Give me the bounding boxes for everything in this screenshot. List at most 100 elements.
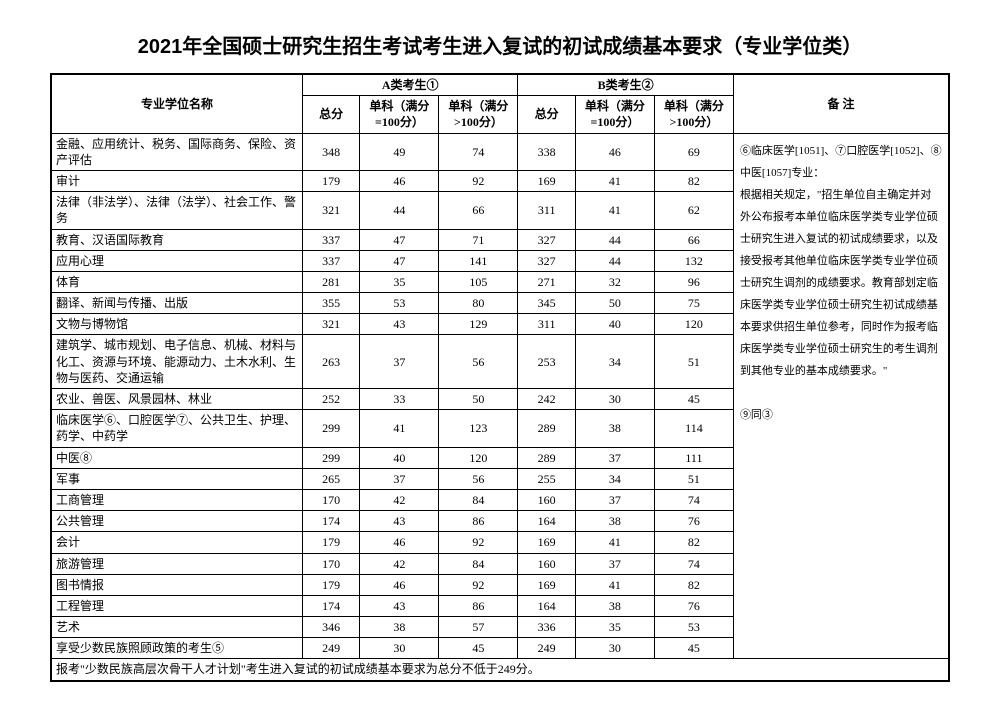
score-cell: 160 [518, 553, 575, 574]
notes-cell: ⑥临床医学[1051]、⑦口腔医学[1052]、⑧中医[1057]专业： 根据相… [733, 133, 949, 659]
row-name: 审计 [51, 170, 302, 191]
score-cell: 44 [575, 229, 654, 250]
header-notes: 备 注 [733, 74, 949, 133]
score-cell: 92 [439, 170, 518, 191]
score-cell: 76 [654, 511, 733, 532]
score-cell: 120 [654, 314, 733, 335]
score-cell: 129 [439, 314, 518, 335]
score-cell: 336 [518, 617, 575, 638]
score-cell: 42 [360, 489, 439, 510]
score-cell: 263 [302, 335, 359, 389]
row-name: 农业、兽医、风景园林、林业 [51, 389, 302, 410]
score-cell: 38 [575, 511, 654, 532]
score-cell: 289 [518, 447, 575, 468]
score-cell: 71 [439, 229, 518, 250]
score-cell: 84 [439, 553, 518, 574]
score-cell: 43 [360, 595, 439, 616]
score-cell: 46 [360, 170, 439, 191]
score-cell: 255 [518, 468, 575, 489]
score-cell: 49 [360, 133, 439, 170]
score-cell: 40 [575, 314, 654, 335]
score-cell: 38 [360, 617, 439, 638]
score-cell: 249 [302, 638, 359, 659]
score-cell: 47 [360, 229, 439, 250]
score-cell: 86 [439, 595, 518, 616]
score-cell: 265 [302, 468, 359, 489]
score-cell: 169 [518, 532, 575, 553]
score-cell: 43 [360, 511, 439, 532]
score-cell: 170 [302, 553, 359, 574]
score-cell: 40 [360, 447, 439, 468]
row-name: 享受少数民族照顾政策的考生⑤ [51, 638, 302, 659]
score-cell: 41 [360, 410, 439, 447]
header-b-subgt100: 单科（满分>100分） [654, 96, 733, 133]
score-cell: 30 [575, 389, 654, 410]
header-a-sub100: 单科（满分=100分） [360, 96, 439, 133]
score-cell: 82 [654, 574, 733, 595]
score-cell: 170 [302, 489, 359, 510]
score-cell: 74 [654, 553, 733, 574]
score-cell: 337 [302, 250, 359, 271]
score-cell: 123 [439, 410, 518, 447]
row-name: 中医⑧ [51, 447, 302, 468]
score-cell: 41 [575, 574, 654, 595]
footnote-text: 报考"少数民族高层次骨干人才计划"考生进入复试的初试成绩基本要求为总分不低于24… [51, 659, 949, 681]
score-cell: 160 [518, 489, 575, 510]
score-cell: 82 [654, 170, 733, 191]
score-cell: 41 [575, 192, 654, 229]
row-name: 法律（非法学）、法律（法学）、社会工作、警务 [51, 192, 302, 229]
score-cell: 348 [302, 133, 359, 170]
score-cell: 38 [575, 410, 654, 447]
score-cell: 252 [302, 389, 359, 410]
score-cell: 56 [439, 468, 518, 489]
score-cell: 111 [654, 447, 733, 468]
row-name: 会计 [51, 532, 302, 553]
footnote-row: 报考"少数民族高层次骨干人才计划"考生进入复试的初试成绩基本要求为总分不低于24… [51, 659, 949, 681]
score-cell: 50 [439, 389, 518, 410]
score-cell: 51 [654, 468, 733, 489]
score-cell: 74 [439, 133, 518, 170]
score-cell: 37 [360, 468, 439, 489]
header-name: 专业学位名称 [51, 74, 302, 133]
score-cell: 337 [302, 229, 359, 250]
score-cell: 174 [302, 595, 359, 616]
row-name: 文物与博物馆 [51, 314, 302, 335]
row-name: 军事 [51, 468, 302, 489]
row-name: 金融、应用统计、税务、国际商务、保险、资产评估 [51, 133, 302, 170]
score-cell: 346 [302, 617, 359, 638]
score-cell: 345 [518, 293, 575, 314]
score-cell: 141 [439, 250, 518, 271]
header-b-sub100: 单科（满分=100分） [575, 96, 654, 133]
score-cell: 299 [302, 447, 359, 468]
score-cell: 45 [654, 389, 733, 410]
score-cell: 271 [518, 271, 575, 292]
header-group-b: B类考生② [518, 74, 734, 96]
score-cell: 47 [360, 250, 439, 271]
score-cell: 46 [360, 574, 439, 595]
score-cell: 114 [654, 410, 733, 447]
row-name: 翻译、新闻与传播、出版 [51, 293, 302, 314]
score-cell: 69 [654, 133, 733, 170]
score-cell: 253 [518, 335, 575, 389]
score-cell: 80 [439, 293, 518, 314]
score-cell: 34 [575, 468, 654, 489]
score-cell: 37 [575, 553, 654, 574]
score-cell: 45 [439, 638, 518, 659]
score-cell: 75 [654, 293, 733, 314]
score-cell: 57 [439, 617, 518, 638]
score-cell: 51 [654, 335, 733, 389]
score-cell: 35 [575, 617, 654, 638]
score-cell: 37 [360, 335, 439, 389]
score-cell: 86 [439, 511, 518, 532]
score-cell: 53 [654, 617, 733, 638]
score-cell: 327 [518, 250, 575, 271]
score-cell: 299 [302, 410, 359, 447]
score-cell: 35 [360, 271, 439, 292]
score-cell: 44 [360, 192, 439, 229]
score-cell: 44 [575, 250, 654, 271]
score-cell: 132 [654, 250, 733, 271]
score-cell: 179 [302, 532, 359, 553]
header-group-a: A类考生① [302, 74, 518, 96]
score-cell: 38 [575, 595, 654, 616]
score-cell: 311 [518, 314, 575, 335]
